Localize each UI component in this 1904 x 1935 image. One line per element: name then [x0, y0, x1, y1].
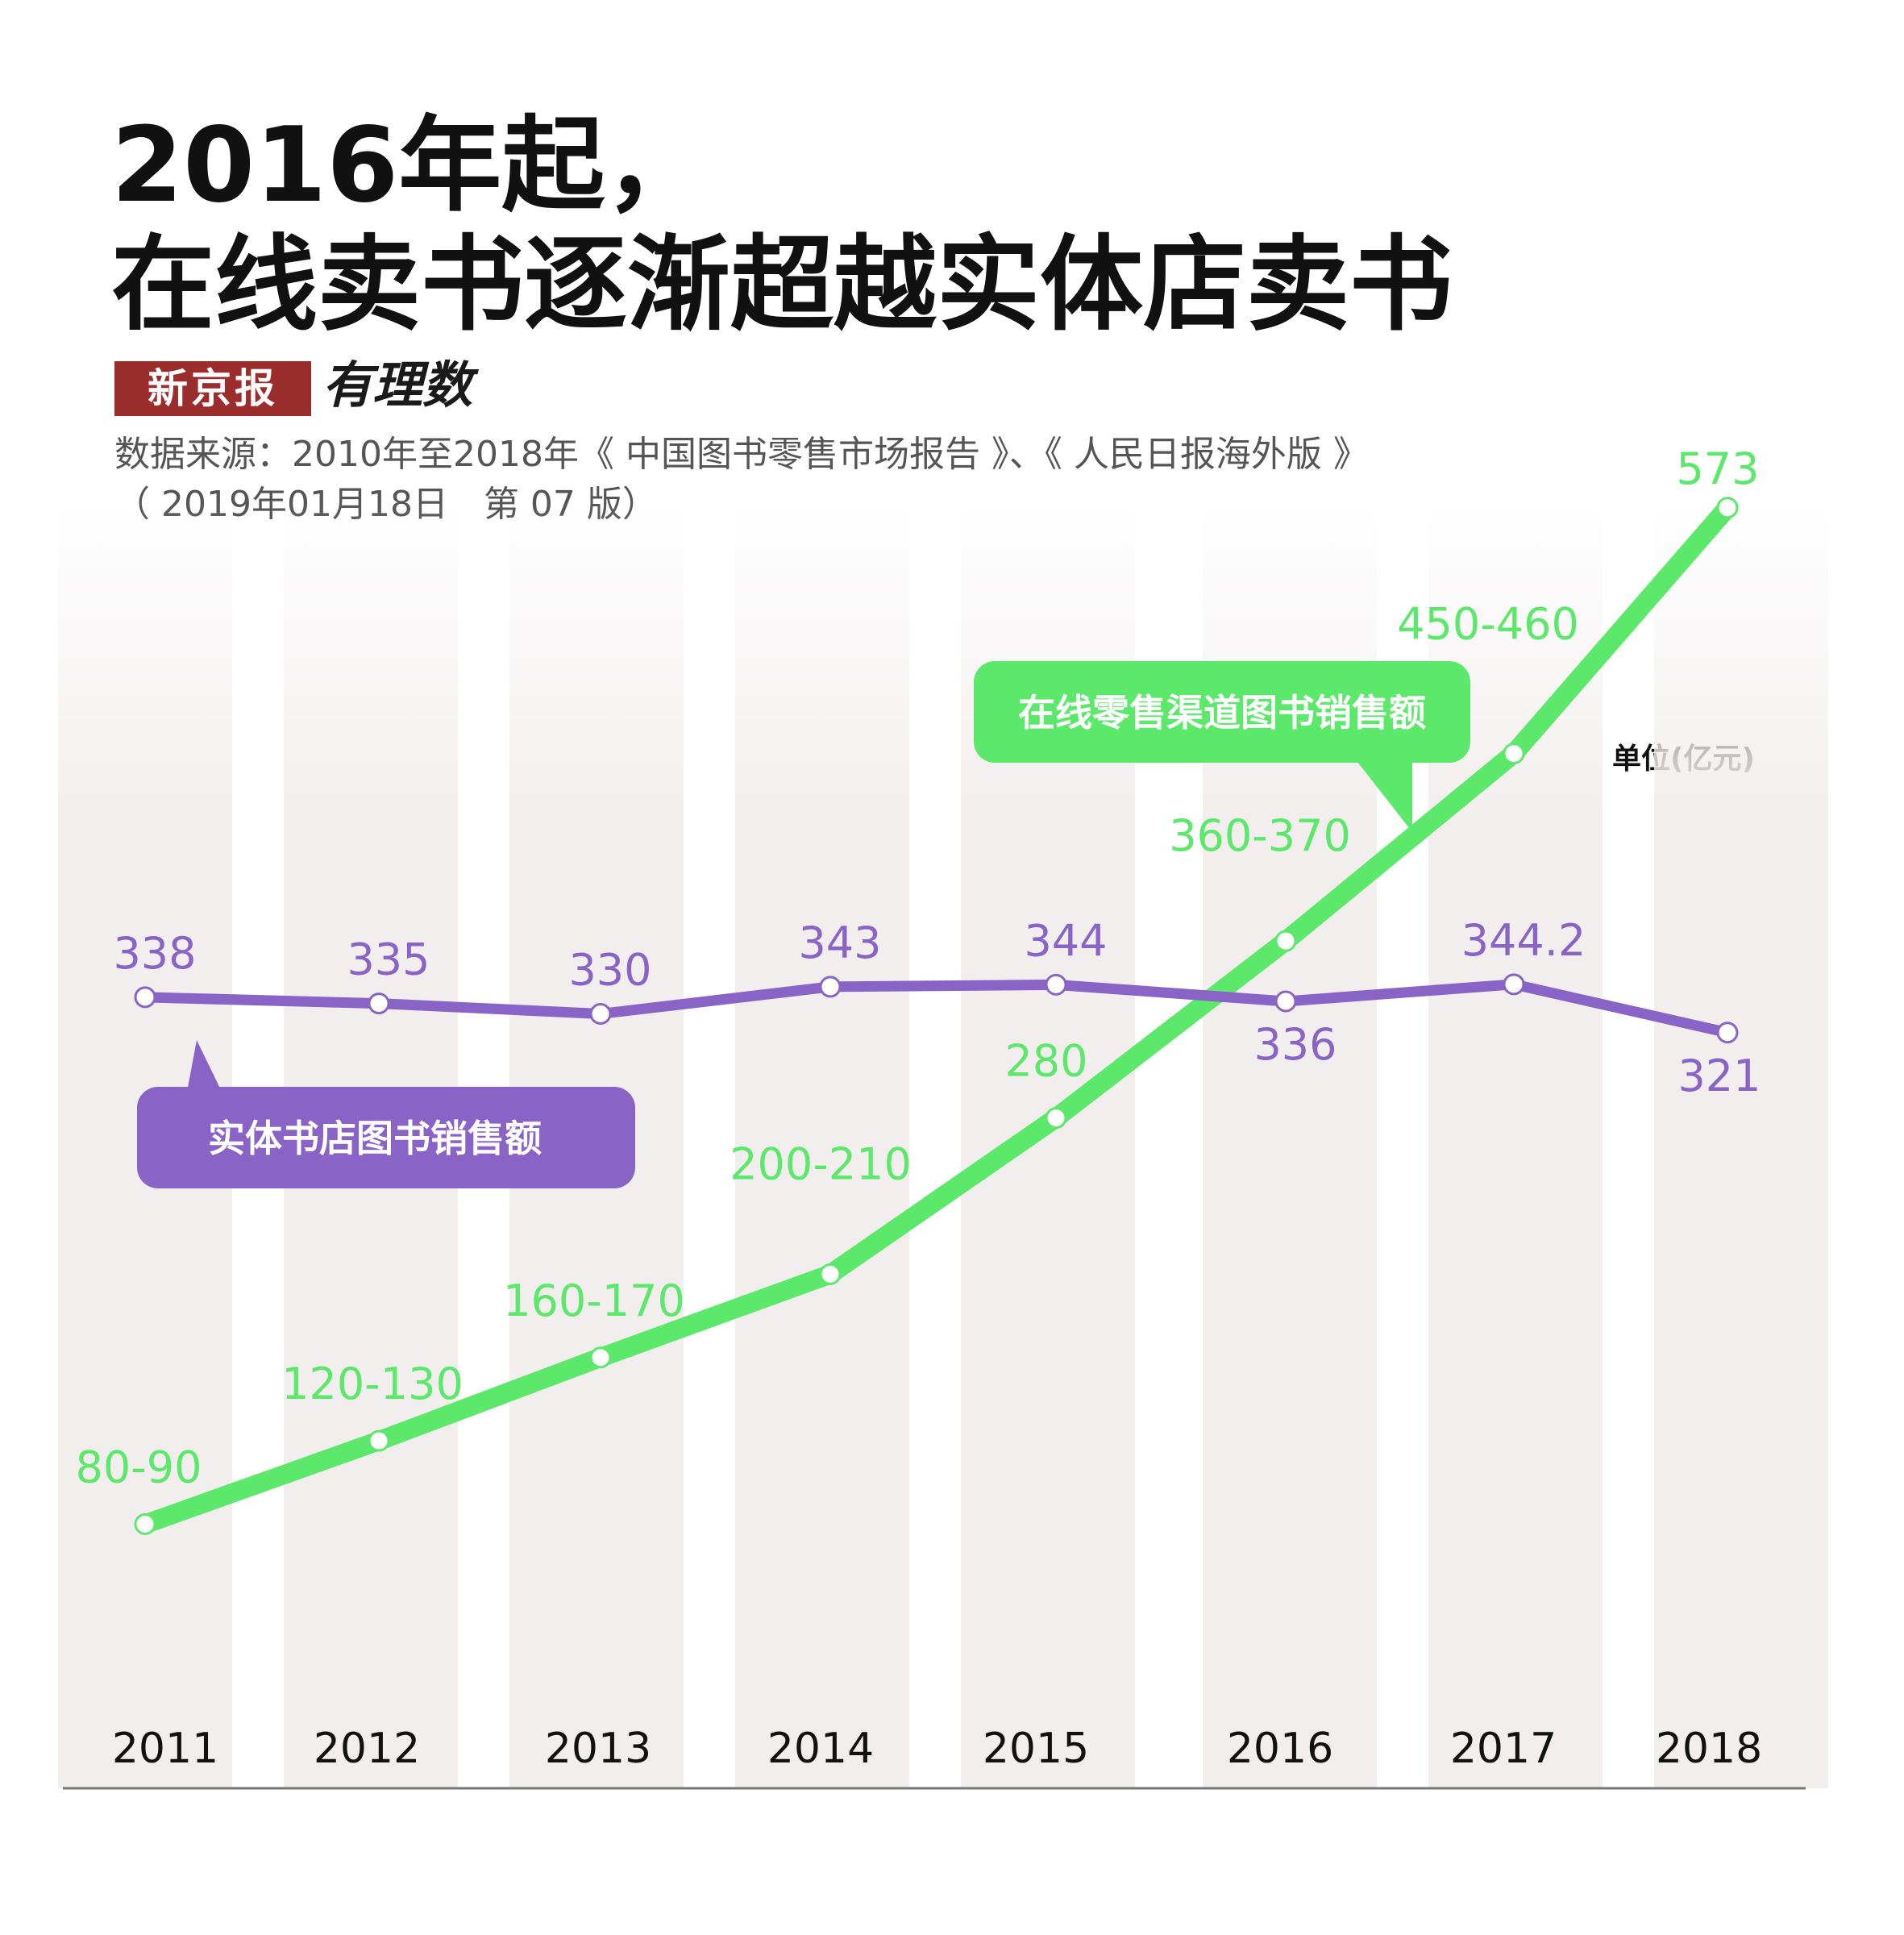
x-tick-2016: 2016 — [1227, 1725, 1333, 1773]
physical-label-2016: 336 — [1253, 1019, 1337, 1070]
x-tick-2018: 2018 — [1656, 1725, 1762, 1773]
physical-label-2014: 343 — [798, 918, 881, 968]
column-band-2017 — [1428, 500, 1603, 1788]
column-band-2012 — [284, 500, 458, 1788]
physical-label-2017: 344.2 — [1461, 915, 1586, 966]
data-labels: 80-90 120-130 160-170 200-210 280 360-370 450-… — [76, 443, 1761, 1493]
column-band-2013 — [509, 500, 684, 1788]
unit-label: 单位(亿元) — [1612, 743, 1755, 776]
online-callout-box — [974, 661, 1470, 763]
online-point-2013 — [589, 1346, 612, 1369]
x-tick-2017: 2017 — [1450, 1725, 1557, 1773]
brand-logo-script: 有理数 — [322, 356, 473, 414]
online-label-2011: 80-90 — [76, 1442, 202, 1492]
source-line-2: （ 2019年01月18日 第 07 版） — [114, 484, 658, 525]
physical-point-2011 — [134, 986, 156, 1009]
online-point-2012 — [368, 1429, 390, 1452]
title-line-2: 在线卖书逐渐超越实体店卖书 — [111, 225, 1453, 345]
online-label-2012: 120-130 — [281, 1359, 464, 1409]
x-tick-2012: 2012 — [314, 1725, 420, 1773]
physical-point-2014 — [819, 976, 842, 998]
physical-label-2018: 321 — [1677, 1051, 1761, 1101]
source-line-1: 数据来源：2010年至2018年《 中国图书零售市场报告 》、《 人民日报海外版… — [114, 434, 1369, 475]
column-band-2011 — [58, 500, 232, 1788]
online-legend-label: 在线零售渠道图书销售额 — [1018, 691, 1426, 734]
online-label-2017: 450-460 — [1397, 599, 1579, 650]
x-tick-2011: 2011 — [112, 1725, 218, 1773]
x-tick-2015: 2015 — [983, 1725, 1089, 1773]
series-lines — [134, 497, 1739, 1535]
column-band-2016 — [1203, 500, 1377, 1788]
brand-badge: 新京报 — [114, 361, 311, 416]
online-point-2017 — [1503, 743, 1525, 765]
physical-point-2015 — [1045, 973, 1067, 996]
x-tick-2014: 2014 — [767, 1725, 874, 1773]
online-label-2015: 280 — [1004, 1036, 1087, 1087]
online-point-2014 — [819, 1263, 842, 1285]
online-label-2016: 360-370 — [1169, 810, 1351, 861]
online-point-2011 — [134, 1513, 156, 1535]
physical-series-line — [139, 979, 1733, 1038]
physical-callout-box — [137, 1087, 635, 1188]
physical-callout-pointer — [187, 1040, 222, 1092]
x-tick-labels: 2011 2012 2013 2014 2015 2016 2017 2018 — [112, 1725, 1762, 1773]
title-line-1: 2016年起， — [111, 106, 709, 226]
physical-point-2017 — [1503, 973, 1525, 996]
column-band-2015 — [961, 500, 1135, 1788]
online-label-2014: 200-210 — [730, 1138, 912, 1189]
physical-legend-label: 实体书店图书销售额 — [208, 1117, 542, 1160]
online-point-2016 — [1274, 930, 1297, 952]
x-tick-2013: 2013 — [545, 1725, 651, 1773]
physical-point-2013 — [589, 1003, 612, 1025]
physical-label-2015: 344 — [1024, 915, 1107, 966]
physical-point-2012 — [368, 992, 390, 1015]
column-bands — [58, 500, 1828, 1788]
online-callout-pointer — [1354, 758, 1412, 832]
online-point-2015 — [1045, 1107, 1067, 1130]
physical-point-2016 — [1274, 990, 1297, 1013]
physical-label-2011: 338 — [113, 928, 196, 979]
physical-label-2012: 335 — [347, 934, 430, 985]
column-band-2014 — [735, 500, 909, 1788]
online-point-2018 — [1716, 497, 1739, 519]
online-series-line — [135, 497, 1737, 1534]
physical-label-2013: 330 — [568, 945, 651, 996]
column-band-2018 — [1654, 500, 1828, 1788]
physical-point-2018 — [1716, 1022, 1739, 1044]
online-label-2018: 573 — [1676, 443, 1759, 494]
online-label-2013: 160-170 — [503, 1275, 685, 1326]
